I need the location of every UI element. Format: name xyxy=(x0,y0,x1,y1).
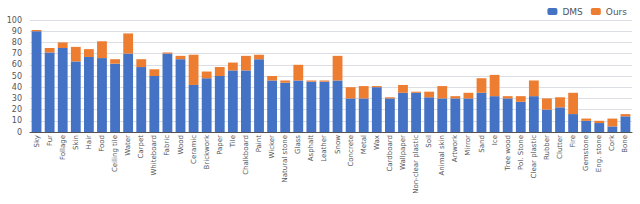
svg-text:Bone: Bone xyxy=(621,135,629,153)
svg-text:Artwork: Artwork xyxy=(451,134,459,162)
svg-text:Tree wood: Tree wood xyxy=(504,135,512,172)
svg-text:Concrete: Concrete xyxy=(347,135,355,167)
svg-text:Ceramic: Ceramic xyxy=(190,135,198,164)
svg-text:Pol. Stone: Pol. Stone xyxy=(517,135,525,170)
svg-text:Gemstone: Gemstone xyxy=(582,135,590,171)
svg-text:Water: Water xyxy=(124,135,132,156)
svg-text:Paper: Paper xyxy=(216,135,224,155)
svg-text:Wicker: Wicker xyxy=(268,135,276,159)
svg-text:Cork: Cork xyxy=(608,134,616,151)
svg-text:90: 90 xyxy=(12,27,22,36)
svg-text:Wood: Wood xyxy=(177,135,185,155)
svg-text:Fabric: Fabric xyxy=(163,135,171,156)
svg-text:Chalkboard: Chalkboard xyxy=(242,135,250,175)
svg-text:Animal skin: Animal skin xyxy=(438,135,446,176)
svg-text:Tile: Tile xyxy=(229,135,237,148)
svg-text:0: 0 xyxy=(17,128,22,137)
svg-text:Carpet: Carpet xyxy=(137,135,145,159)
svg-text:Paint: Paint xyxy=(255,135,263,153)
svg-text:70: 70 xyxy=(12,49,22,58)
svg-text:Sand: Sand xyxy=(478,135,486,153)
svg-text:Clutter: Clutter xyxy=(556,135,564,159)
svg-text:80: 80 xyxy=(12,38,22,47)
svg-text:Brickwork: Brickwork xyxy=(203,134,211,169)
svg-text:DMS: DMS xyxy=(562,7,583,17)
svg-text:50: 50 xyxy=(12,72,22,81)
svg-text:Mirror: Mirror xyxy=(464,135,472,156)
svg-text:Clear plastic: Clear plastic xyxy=(530,135,538,179)
svg-text:Food: Food xyxy=(98,135,106,152)
svg-text:Hair: Hair xyxy=(85,135,93,149)
svg-text:Metal: Metal xyxy=(360,135,368,154)
svg-text:100: 100 xyxy=(7,16,22,25)
svg-text:Follage: Follage xyxy=(59,135,67,160)
svg-text:Fire: Fire xyxy=(569,135,577,148)
svg-text:Rubber: Rubber xyxy=(543,135,551,160)
svg-text:40: 40 xyxy=(12,83,22,92)
svg-text:20: 20 xyxy=(12,105,22,114)
svg-text:Ceiling tile: Ceiling tile xyxy=(111,135,119,172)
svg-text:Cardboard: Cardboard xyxy=(386,135,394,172)
svg-text:Asphalt: Asphalt xyxy=(307,135,315,162)
svg-text:Leather: Leather xyxy=(320,135,328,162)
svg-text:Sky: Sky xyxy=(33,135,41,147)
svg-text:Snow: Snow xyxy=(334,135,342,154)
svg-text:Wax: Wax xyxy=(373,135,381,150)
svg-text:Glass: Glass xyxy=(294,135,302,154)
svg-text:Wallpaper: Wallpaper xyxy=(399,135,407,170)
svg-text:Whiteboard: Whiteboard xyxy=(150,135,158,176)
svg-text:Natural stone: Natural stone xyxy=(281,135,289,182)
svg-text:Ice: Ice xyxy=(491,135,499,145)
svg-text:60: 60 xyxy=(12,60,22,69)
svg-text:Non-clear plastic: Non-clear plastic xyxy=(412,135,420,194)
svg-text:30: 30 xyxy=(12,94,22,103)
svg-text:Soil: Soil xyxy=(425,135,433,148)
svg-text:Skin: Skin xyxy=(72,135,80,150)
svg-text:10: 10 xyxy=(12,116,22,125)
svg-text:Fur: Fur xyxy=(46,135,54,146)
svg-text:Eng. stone: Eng. stone xyxy=(595,135,603,172)
svg-text:Ours: Ours xyxy=(606,7,627,17)
